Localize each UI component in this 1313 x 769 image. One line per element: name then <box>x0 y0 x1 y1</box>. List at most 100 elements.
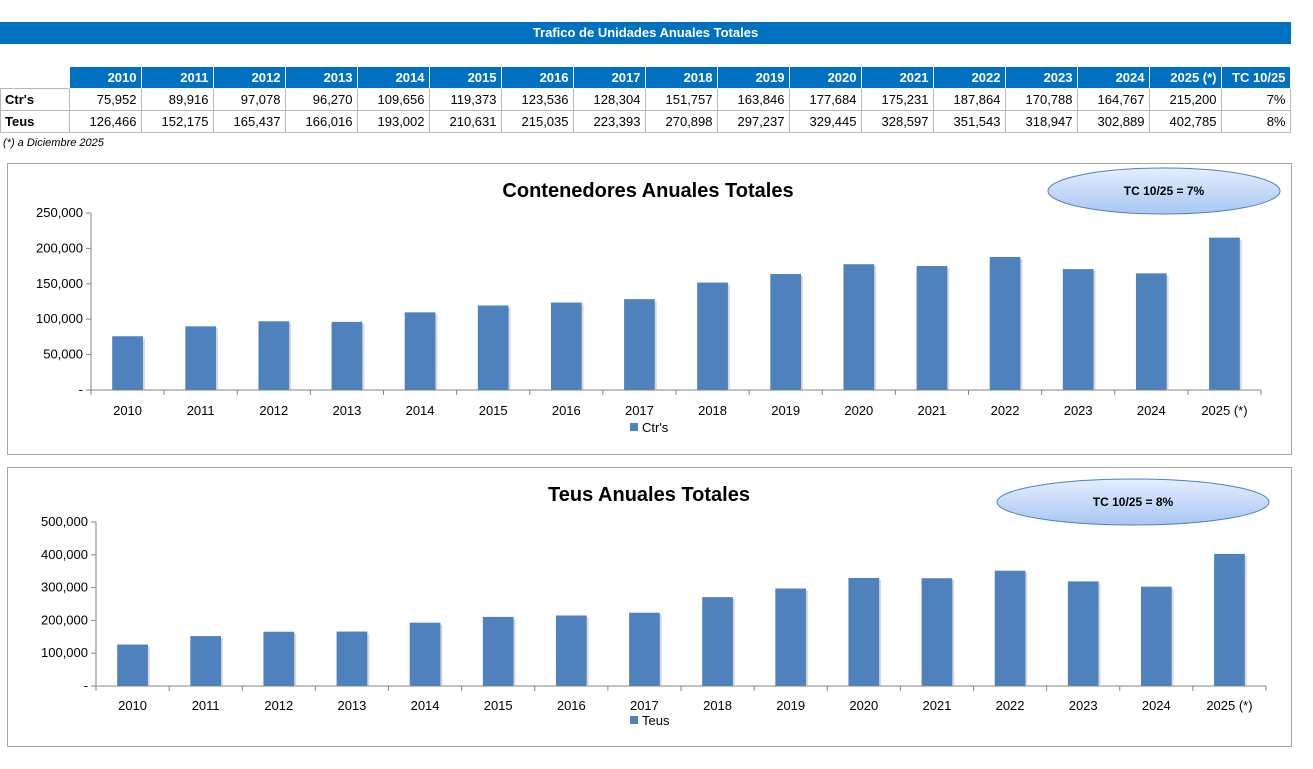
chart-title: Teus Anuales Totales <box>548 484 750 506</box>
y-tick-label: - <box>84 678 88 693</box>
table-corner <box>0 66 69 89</box>
y-tick-label: 100,000 <box>41 645 88 660</box>
x-tick-label: 2022 <box>996 698 1025 713</box>
containers-chart-svg: Contenedores Anuales Totales TC 10/25 = 7… <box>36 167 1281 435</box>
tc-annotation: TC 10/25 = 8% <box>1093 495 1174 509</box>
tc-ellipse <box>996 478 1270 526</box>
table-cell: 329,445 <box>788 110 862 133</box>
bar <box>921 578 953 686</box>
x-tick-label: 2010 <box>118 698 147 713</box>
bar <box>848 577 880 686</box>
bar <box>112 336 143 390</box>
legend-label: Teus <box>642 713 670 728</box>
legend-label: Ctr's <box>642 420 669 435</box>
legend-swatch <box>630 423 638 431</box>
column-header: 2025 (*) <box>1148 66 1222 89</box>
table-cell: 126,466 <box>68 110 142 133</box>
x-tick-label: 2018 <box>698 403 727 418</box>
column-header: 2019 <box>716 66 790 89</box>
table-cell: 215,035 <box>500 110 574 133</box>
bar <box>190 636 222 686</box>
bar <box>555 615 587 686</box>
x-tick-label: 2019 <box>776 698 805 713</box>
column-header: 2020 <box>788 66 862 89</box>
table-cell: 151,757 <box>644 88 718 111</box>
bar <box>629 612 660 686</box>
table-cell: 215,200 <box>1148 88 1222 111</box>
table-cell: 318,947 <box>1004 110 1078 133</box>
y-tick-label: 400,000 <box>41 547 88 562</box>
bar <box>775 588 807 686</box>
table-cell: 223,393 <box>572 110 646 133</box>
y-tick-label: - <box>79 382 83 397</box>
bar <box>1062 269 1094 390</box>
column-header: 2015 <box>428 66 502 89</box>
y-tick-label: 200,000 <box>41 612 88 627</box>
table-cell: 96,270 <box>284 88 358 111</box>
table-cell: 297,237 <box>716 110 790 133</box>
column-header: 2014 <box>356 66 430 89</box>
column-header: 2011 <box>140 66 214 89</box>
tc-ellipse <box>1047 167 1281 215</box>
chart-title: Contenedores Anuales Totales <box>502 180 793 202</box>
table-cell: 152,175 <box>140 110 214 133</box>
tc-annotation: TC 10/25 = 7% <box>1124 184 1205 198</box>
chart-containers: Contenedores Anuales Totales TC 10/25 = 7… <box>7 163 1292 455</box>
table-cell: 163,846 <box>716 88 790 111</box>
table-cell: 123,536 <box>500 88 574 111</box>
table-row: Ctr's 75,952 89,916 97,078 96,270 109,65… <box>0 88 1291 111</box>
x-tick-label: 2023 <box>1064 403 1093 418</box>
y-tick-label: 500,000 <box>41 514 88 529</box>
column-header: 2022 <box>932 66 1006 89</box>
x-tick-label: 2011 <box>187 403 215 418</box>
bar <box>482 616 514 686</box>
bar <box>258 321 290 390</box>
x-tick-label: 2021 <box>917 403 946 418</box>
y-tick-label: 200,000 <box>36 240 83 255</box>
table-cell: 351,543 <box>932 110 1006 133</box>
teus-chart-svg: Teus Anuales Totales TC 10/25 = 8% - 100,00… <box>41 478 1270 728</box>
table-cell: 177,684 <box>788 88 862 111</box>
legend-swatch <box>630 716 638 724</box>
x-tick-label: 2018 <box>703 698 732 713</box>
table-cell: 109,656 <box>356 88 430 111</box>
x-tick-label: 2017 <box>625 403 654 418</box>
bar <box>916 265 948 390</box>
y-tick-label: 50,000 <box>43 347 83 362</box>
traffic-table: 2010 2011 2012 2013 2014 2015 2016 2017 … <box>0 66 1291 133</box>
table-cell: 187,864 <box>932 88 1006 111</box>
x-tick-label: 2017 <box>630 698 659 713</box>
x-tick-label: 2012 <box>264 698 293 713</box>
bar <box>477 305 509 390</box>
x-tick-label: 2014 <box>411 698 440 713</box>
column-header: 2024 <box>1076 66 1150 89</box>
x-tick-label: 2022 <box>991 403 1020 418</box>
bar <box>1140 586 1172 686</box>
bar <box>843 264 875 390</box>
x-tick-label: 2011 <box>192 698 220 713</box>
bar <box>989 256 1021 390</box>
bar <box>1214 553 1245 686</box>
y-tick-label: 100,000 <box>36 311 83 326</box>
column-header: 2013 <box>284 66 358 89</box>
table-cell: 128,304 <box>572 88 646 111</box>
row-label: Ctr's <box>0 88 70 111</box>
table-row: Teus 126,466 152,175 165,437 166,016 193… <box>0 110 1291 133</box>
bar <box>994 570 1026 686</box>
column-header: 2021 <box>860 66 934 89</box>
table-header-row: 2010 2011 2012 2013 2014 2015 2016 2017 … <box>0 66 1291 89</box>
x-tick-label: 2021 <box>922 698 951 713</box>
table-cell: 210,631 <box>428 110 502 133</box>
bar <box>331 321 363 390</box>
bar <box>1135 273 1167 390</box>
bar <box>409 622 441 686</box>
sheet-title: Trafico de Unidades Anuales Totales <box>0 22 1291 44</box>
x-tick-label: 2013 <box>332 403 361 418</box>
bar <box>1067 581 1099 686</box>
x-tick-label: 2025 (*) <box>1201 403 1247 418</box>
x-tick-label: 2012 <box>259 403 288 418</box>
table-cell: 7% <box>1220 88 1291 111</box>
bar <box>697 282 728 390</box>
chart-teus: Teus Anuales Totales TC 10/25 = 8% - 100,00… <box>7 467 1292 747</box>
table-cell: 175,231 <box>860 88 934 111</box>
